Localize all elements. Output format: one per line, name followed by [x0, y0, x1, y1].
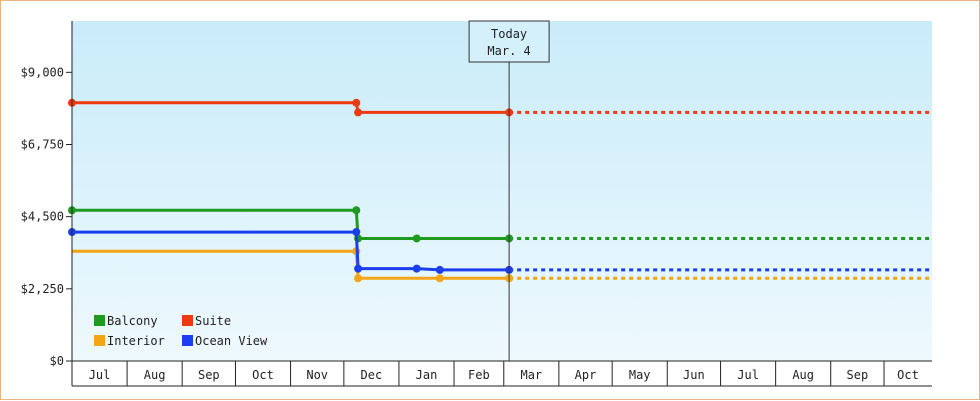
legend-item-suite: Suite — [182, 314, 231, 328]
x-tick-label: Jul — [737, 368, 759, 382]
x-tick-label: Oct — [252, 368, 274, 382]
legend-label-interior: Interior — [107, 334, 165, 348]
x-tick-label: Oct — [897, 368, 919, 382]
legend-item-ocean-view: Ocean View — [182, 334, 268, 348]
y-tick-label: $2,250 — [21, 282, 64, 296]
x-tick-label: Jul — [89, 368, 111, 382]
series-point-ocean-view-2 — [354, 264, 363, 273]
series-point-interior-2 — [435, 274, 444, 283]
series-layer — [68, 98, 932, 283]
series-point-suite-1 — [352, 98, 361, 107]
series-point-ocean-view-3 — [412, 264, 421, 273]
legend-label-suite: Suite — [195, 314, 231, 328]
today-annotation: Today Mar. 4 — [468, 20, 550, 361]
series-point-suite-2 — [354, 108, 363, 117]
series-point-ocean-view-1 — [352, 228, 361, 237]
legend-swatch-ocean-view — [182, 335, 193, 346]
x-tick-label: Feb — [468, 368, 490, 382]
series-point-interior-1 — [354, 274, 363, 283]
series-suite — [68, 98, 932, 117]
legend-swatch-interior — [94, 335, 105, 346]
series-interior — [72, 247, 932, 283]
legend-label-ocean-view: Ocean View — [195, 334, 268, 348]
x-tick-label: Aug — [792, 368, 814, 382]
legend: Balcony Suite Interior Ocean View — [94, 314, 268, 348]
legend-swatch-balcony — [94, 315, 105, 326]
today-date-label: Mar. 4 — [487, 44, 530, 58]
legend-item-balcony: Balcony — [94, 314, 158, 328]
y-tick-label: $4,500 — [21, 210, 64, 224]
series-line-suite — [72, 101, 510, 114]
x-tick-label: Apr — [575, 368, 597, 382]
x-tick-label: Jun — [683, 368, 705, 382]
series-point-balcony-1 — [352, 206, 361, 215]
x-tick-label: May — [629, 368, 651, 382]
legend-item-interior: Interior — [94, 334, 165, 348]
legend-swatch-suite — [182, 315, 193, 326]
series-ocean-view — [68, 228, 932, 274]
y-tick-label: $9,000 — [21, 65, 64, 79]
y-tick-label: $6,750 — [21, 137, 64, 151]
x-tick-label: Dec — [361, 368, 383, 382]
today-label: Today — [491, 27, 527, 41]
series-point-balcony-3 — [412, 234, 421, 243]
y-tick-label: $0 — [50, 354, 64, 368]
series-line-ocean-view — [72, 230, 510, 272]
x-tick-label: Nov — [306, 368, 328, 382]
legend-label-balcony: Balcony — [107, 314, 158, 328]
x-tick-label: Jan — [416, 368, 438, 382]
x-tick-label: Sep — [198, 368, 220, 382]
x-tick-label: Mar — [520, 368, 542, 382]
plot-area — [72, 21, 932, 361]
x-tick-label: Sep — [847, 368, 869, 382]
series-point-ocean-view-4 — [435, 265, 444, 274]
today-box — [468, 20, 550, 63]
axes: $0 $2,250 $4,500 $6,750 $9,000 Jul Aug Sep Oct No… — [21, 21, 932, 387]
x-tick-label: Aug — [144, 368, 166, 382]
